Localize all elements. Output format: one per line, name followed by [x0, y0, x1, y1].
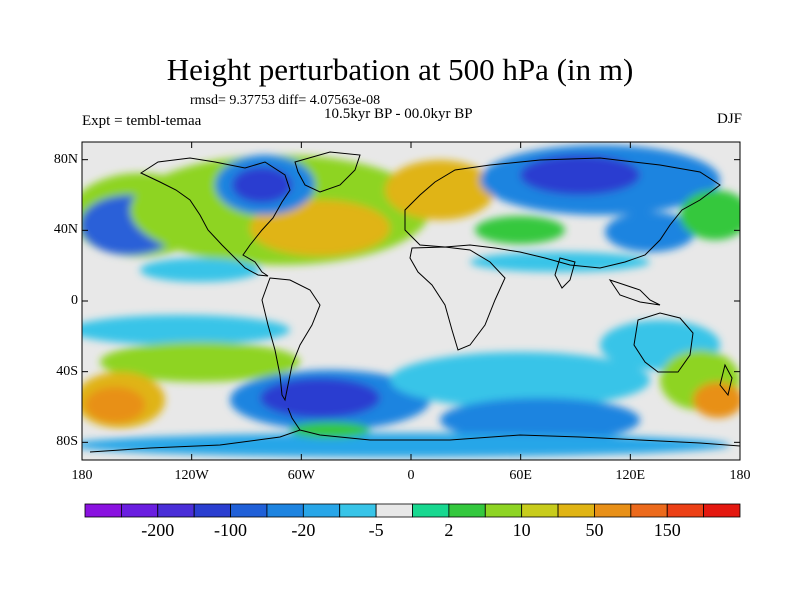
anomaly-io-blue	[440, 398, 640, 442]
lon-tick-label: 60W	[287, 468, 315, 483]
coast-sea-islands	[608, 279, 661, 306]
season-label: DJF	[716, 111, 742, 127]
anomaly-ant-cyan	[82, 433, 730, 457]
coast-africa	[409, 246, 506, 351]
colorbar-label: -5	[368, 520, 384, 540]
colorbar-label: -100	[214, 520, 248, 540]
colorbar-swatch	[120, 503, 159, 518]
time-period: 10.5kyr BP - 00.0kyr BP	[324, 106, 473, 122]
colorbar-swatch	[375, 503, 413, 518]
colorbar	[84, 503, 741, 518]
anomaly-atlantic-yellow	[250, 200, 390, 256]
coast-antarctic-peninsula	[287, 407, 301, 431]
anomaly-hudson-deep	[232, 167, 292, 203]
colorbar-swatch	[521, 503, 559, 518]
axis-ticks	[81, 142, 741, 460]
anomaly-sp-cyan	[82, 315, 290, 345]
lat-tick-label: 40N	[53, 222, 78, 238]
experiment-label: Expt = tembl-temaa	[82, 113, 202, 129]
lon-tick-label: 0	[407, 468, 415, 483]
lon-tick-label: 120W	[174, 468, 209, 483]
coast-antarctica	[89, 429, 740, 453]
colorbar-swatch	[302, 503, 341, 518]
colorbar-swatch	[230, 503, 268, 518]
contour-field	[82, 142, 740, 460]
colorbar-label: 50	[585, 520, 604, 540]
coast-greenland	[294, 151, 361, 193]
anomaly-arabia-green	[475, 216, 565, 244]
anomaly-sp-orange	[85, 387, 145, 423]
anomaly-sp-green	[100, 342, 300, 382]
colorbar-label: -20	[291, 520, 316, 540]
anomaly-siberia-deep	[520, 155, 640, 195]
coast-eurasia	[404, 157, 721, 269]
lat-tick-label: 80N	[53, 151, 78, 167]
anomaly-europe-yellow	[385, 160, 495, 220]
plot-title: Height perturbation at 500 hPa (in m)	[166, 52, 634, 87]
coast-north-america	[139, 157, 291, 277]
colorbar-swatch	[266, 503, 304, 518]
colorbar-label: 2	[444, 520, 454, 540]
colorbar-swatch	[666, 503, 705, 518]
coast-india	[554, 257, 576, 289]
colorbar-swatch	[157, 503, 195, 518]
colorbar-label: 10	[512, 520, 531, 540]
coastlines	[89, 151, 740, 453]
colorbar-swatch	[594, 503, 632, 518]
anomaly-so-cyan	[390, 352, 650, 408]
colorbar-swatch	[703, 503, 741, 518]
lat-tick-label: 40S	[56, 363, 78, 379]
coast-australia	[633, 312, 694, 373]
colorbar-swatch	[193, 503, 231, 518]
anomaly-ant-green	[290, 422, 370, 438]
anomaly-eq-cyan	[140, 258, 260, 282]
lat-tick-label: 0	[71, 293, 78, 308]
colorbar-swatch	[557, 503, 595, 518]
lat-tick-label: 80S	[56, 434, 78, 450]
coast-south-america	[261, 277, 321, 402]
colorbar-swatch	[630, 503, 668, 518]
lon-tick-label: 180	[71, 468, 93, 483]
colorbar-swatch	[84, 503, 122, 518]
lon-tick-label: 60E	[509, 468, 532, 483]
colorbar-swatch	[484, 503, 523, 518]
colorbar-label: 150	[653, 520, 681, 540]
anomaly-se-orange	[693, 382, 740, 418]
rmsd-stats: rmsd= 9.37753 diff= 4.07563e-08	[190, 93, 381, 108]
anomaly-sa-deep	[260, 378, 380, 418]
lon-tick-label: 180	[729, 468, 751, 483]
colorbar-swatch	[448, 503, 486, 518]
coast-new-zealand	[719, 363, 733, 397]
colorbar-swatch	[412, 503, 450, 518]
colorbar-swatch	[339, 503, 377, 518]
lon-tick-label: 120E	[615, 468, 646, 483]
colorbar-label: -200	[141, 520, 175, 540]
